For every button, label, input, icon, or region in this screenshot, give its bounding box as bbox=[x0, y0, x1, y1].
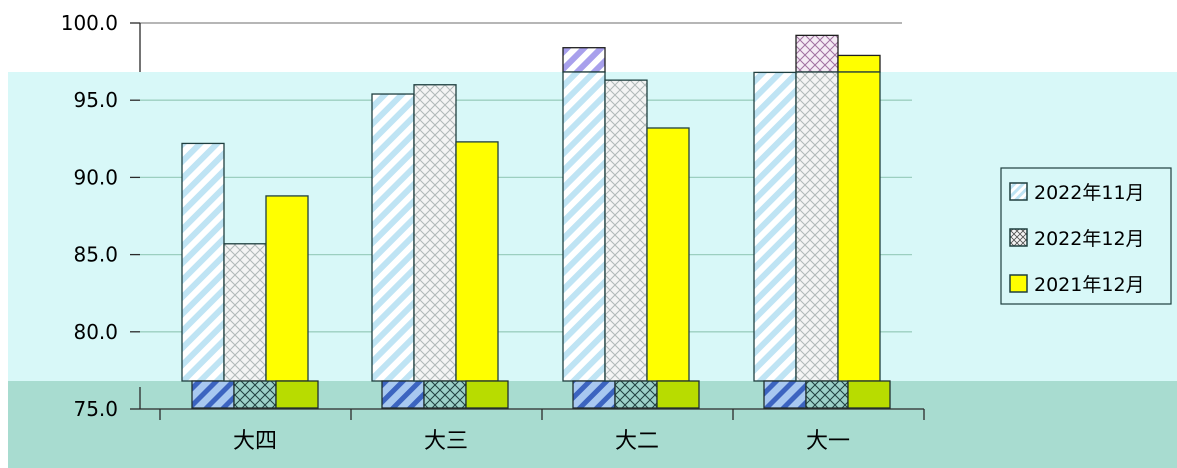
bar-4-series-2-body bbox=[795, 71, 839, 382]
bar-1-series-1-base bbox=[191, 380, 235, 409]
bar-3-series-3-body bbox=[646, 127, 690, 382]
bar-1-series-2-body bbox=[223, 243, 267, 382]
x-category-label-3: 大二 bbox=[615, 429, 659, 454]
legend-item-series-1: 2022年11月 bbox=[1009, 182, 1145, 204]
legend-box bbox=[1000, 167, 1172, 305]
bar-2-series-3-base bbox=[465, 380, 509, 409]
legend-item-series-2: 2022年12月 bbox=[1009, 228, 1145, 250]
bar-2-series-1-body bbox=[371, 93, 415, 382]
x-category-label-2: 大三 bbox=[424, 429, 468, 454]
legend: 2022年11月 2022年12月 2021年12月 bbox=[1000, 167, 1172, 305]
bar-4-series-3-base bbox=[847, 380, 891, 409]
y-tick-label-5: 100.0 bbox=[61, 11, 118, 35]
legend-item-series-3: 2021年12月 bbox=[1009, 274, 1145, 296]
bar-4-series-1 bbox=[753, 71, 807, 409]
bar-3-series-3-base bbox=[656, 380, 700, 409]
y-tick-label-0: 75.0 bbox=[73, 397, 118, 421]
bar-2-series-2-body bbox=[413, 84, 457, 382]
bar-3-series-3 bbox=[646, 127, 700, 409]
y-tick-label-3: 90.0 bbox=[73, 165, 118, 189]
bar-1-series-1-body bbox=[181, 142, 225, 382]
bar-4-series-3-top bbox=[837, 54, 881, 73]
bar-2-series-3-body bbox=[455, 141, 499, 382]
y-tick-label-2: 85.0 bbox=[73, 243, 118, 267]
bar-2-series-1-base bbox=[381, 380, 425, 409]
bar-2-series-2 bbox=[413, 84, 467, 409]
y-tick-label-4: 95.0 bbox=[73, 88, 118, 112]
bar-4-series-3 bbox=[837, 54, 891, 409]
legend-label-series-2: 2022年12月 bbox=[1034, 228, 1145, 250]
bar-4-series-1-body bbox=[753, 71, 797, 382]
bar-3-series-1-body bbox=[562, 71, 606, 382]
bar-1-series-2 bbox=[223, 243, 277, 409]
bar-1-series-3-base bbox=[275, 380, 319, 409]
legend-label-series-3: 2021年12月 bbox=[1034, 274, 1145, 296]
bar-3-series-1-base bbox=[572, 380, 616, 409]
bar-2-series-2-base bbox=[423, 380, 467, 409]
bar-3-series-2 bbox=[604, 79, 658, 409]
bar-4-series-1-base bbox=[763, 380, 807, 409]
bar-4-series-2 bbox=[795, 34, 849, 409]
bar-2-series-1 bbox=[371, 93, 425, 409]
legend-label-series-1: 2022年11月 bbox=[1034, 182, 1145, 204]
bar-1-series-1 bbox=[181, 142, 235, 409]
bars bbox=[181, 34, 891, 409]
x-category-label-4: 大一 bbox=[806, 429, 850, 454]
bar-1-series-3-body bbox=[265, 195, 309, 382]
bar-4-series-2-top bbox=[795, 34, 839, 73]
bar-1-series-3 bbox=[265, 195, 319, 409]
bar-3-series-1 bbox=[562, 47, 616, 409]
x-axis: 大四 大三 大二 大一 bbox=[140, 408, 925, 454]
legend-swatch-series-1 bbox=[1009, 182, 1028, 201]
legend-swatch-series-2 bbox=[1009, 228, 1028, 247]
bar-2-series-3 bbox=[455, 141, 509, 409]
bar-3-series-2-body bbox=[604, 79, 648, 382]
y-axis: 75.0 80.0 85.0 90.0 95.0 100.0 bbox=[61, 11, 141, 421]
bar-4-series-2-base bbox=[805, 380, 849, 409]
bar-3-series-1-top bbox=[562, 47, 606, 73]
y-tick-label-1: 80.0 bbox=[73, 320, 118, 344]
bar-3-series-2-base bbox=[614, 380, 658, 409]
bar-1-series-2-base bbox=[233, 380, 277, 409]
legend-swatch-series-3 bbox=[1009, 274, 1028, 293]
x-category-label-1: 大四 bbox=[233, 429, 277, 454]
bar-4-series-3-body bbox=[837, 71, 881, 382]
